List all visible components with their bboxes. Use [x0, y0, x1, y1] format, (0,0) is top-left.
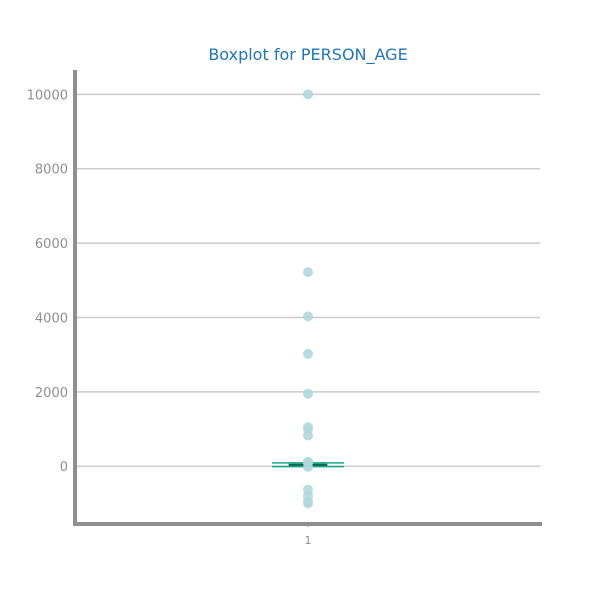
outlier-point: [303, 388, 313, 399]
y-tick-label: 6000: [35, 237, 68, 252]
x-tick-label: 1: [305, 534, 312, 547]
outlier-points: [303, 89, 313, 509]
grid-lines: [77, 93, 540, 467]
outlier-point: [303, 89, 313, 100]
outlier-point: [303, 267, 313, 278]
y-tick-labels: 10000 8000 6000 4000 2000 0: [27, 88, 68, 475]
outlier-point: [303, 461, 313, 472]
y-tick-label: 0: [60, 460, 68, 475]
y-tick-label: 10000: [27, 88, 68, 103]
outlier-point: [303, 498, 313, 509]
y-tick-label: 4000: [35, 311, 68, 326]
outlier-point: [303, 311, 313, 322]
y-tick-label: 2000: [35, 386, 68, 401]
chart-title: Boxplot for PERSON_AGE: [208, 45, 407, 65]
y-tick-label: 8000: [35, 163, 68, 178]
x-tick-labels: 1: [305, 522, 312, 547]
outlier-point: [303, 430, 313, 441]
outlier-point: [303, 348, 313, 359]
